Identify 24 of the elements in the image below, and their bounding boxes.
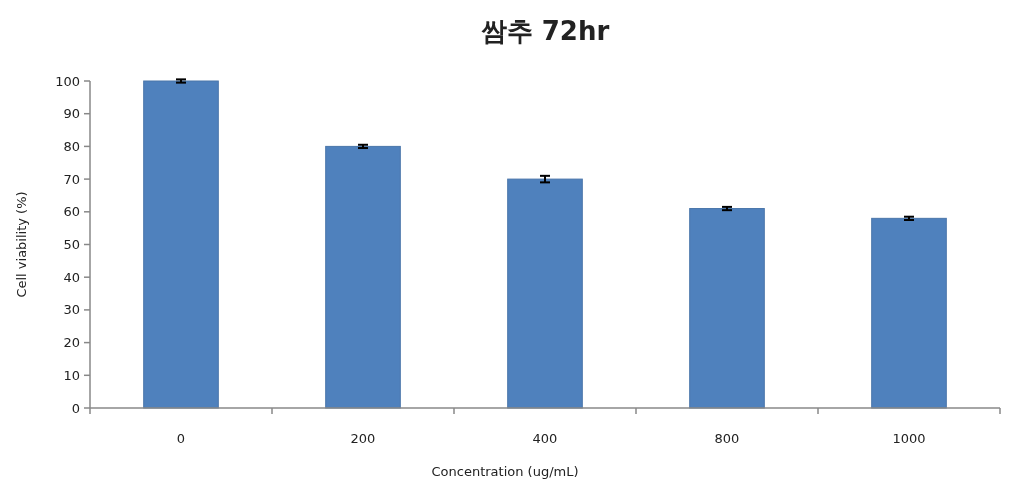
bar: [689, 208, 765, 409]
y-tick-label: 70: [63, 171, 80, 187]
bar: [871, 217, 947, 409]
y-tick-label: 60: [63, 204, 80, 220]
y-tick-label: 100: [55, 73, 80, 89]
y-tick-label: 30: [63, 302, 80, 318]
bar: [507, 178, 583, 409]
y-tick-label: 90: [63, 106, 80, 122]
y-tick-label: 0: [71, 400, 80, 416]
bar: [325, 145, 401, 409]
x-tick-label: 0: [176, 431, 186, 446]
y-tick-label: 80: [63, 138, 80, 154]
bar: [143, 80, 219, 409]
x-tick-label: 200: [350, 431, 376, 446]
y-tick-label: 20: [63, 335, 80, 351]
y-axis-title: Cell viability (%): [14, 191, 29, 298]
x-tick-label: 1000: [892, 431, 926, 446]
x-tick-label: 400: [532, 431, 558, 446]
y-tick-label: 50: [63, 237, 80, 252]
y-tick-label: 40: [63, 269, 80, 285]
x-axis-title: Concentration (ug/mL): [431, 464, 579, 479]
chart-title: 쌈추 72hr: [480, 16, 610, 46]
x-tick-label: 800: [714, 431, 740, 446]
y-tick-label: 10: [63, 367, 80, 383]
